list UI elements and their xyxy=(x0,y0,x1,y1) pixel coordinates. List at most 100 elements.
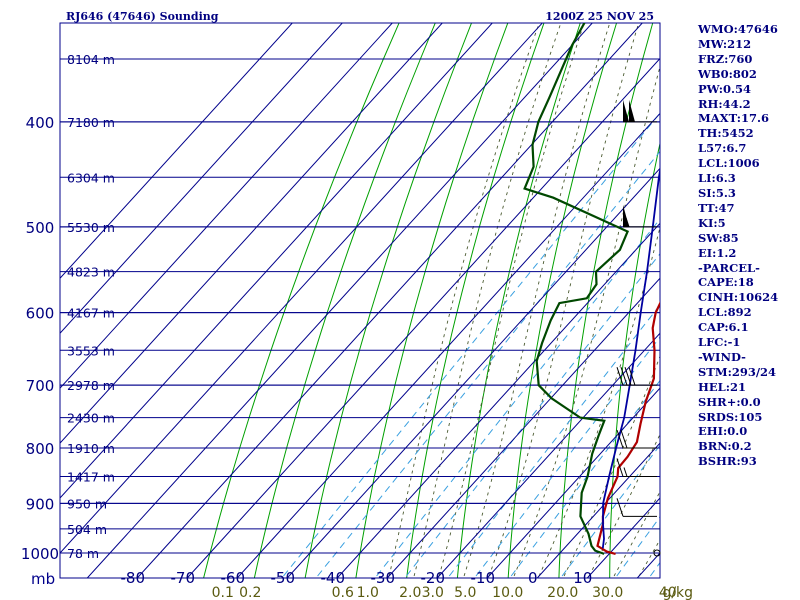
isotherm-line xyxy=(60,23,443,444)
temperature-label: -80 xyxy=(121,569,146,587)
height-label: 5530 m xyxy=(67,220,115,235)
barb-feather xyxy=(616,367,624,386)
index-item: CINH:10624 xyxy=(698,290,779,305)
index-item: WB0:802 xyxy=(698,66,757,81)
barb-half-feather xyxy=(623,467,628,477)
moist-adiabat-line xyxy=(463,23,611,577)
mixing-ratio-label: 5.0 xyxy=(454,585,476,600)
height-label: 4823 m xyxy=(67,265,115,280)
sounding-profiles xyxy=(523,23,660,555)
isotherm-line xyxy=(109,23,593,554)
wind-barb xyxy=(616,429,657,449)
index-item: RH:44.2 xyxy=(698,96,751,111)
pressure-label: 800 xyxy=(26,440,55,458)
pressure-label: 500 xyxy=(26,219,55,237)
index-item: LI:6.3 xyxy=(698,171,736,186)
index-item: BRN:0.2 xyxy=(698,439,752,454)
index-item: PW:0.54 xyxy=(698,81,752,96)
index-item: SI:5.3 xyxy=(698,185,736,200)
index-item: BSHR:93 xyxy=(698,454,757,469)
index-item: LCL:892 xyxy=(698,305,752,320)
wind-barb xyxy=(653,549,661,557)
mixing-ratio-label: g/kg xyxy=(662,585,693,600)
moist-adiabat-line xyxy=(438,23,585,577)
plot-frame xyxy=(59,22,661,579)
index-item: FRZ:760 xyxy=(698,51,753,66)
height-label: 78 m xyxy=(67,546,99,561)
mixing-ratio-label: 0.6 xyxy=(332,585,354,600)
temperature-label: -70 xyxy=(171,569,196,587)
isotherm-line xyxy=(60,23,493,499)
parcel-line xyxy=(601,165,660,549)
barb-pennant xyxy=(629,99,635,122)
barb-half-feather xyxy=(625,217,630,227)
index-item: L57:6.7 xyxy=(698,141,747,156)
isotherm-line xyxy=(209,57,660,554)
barb-feather xyxy=(620,367,628,386)
mixing-ratio-label: 30.0 xyxy=(592,585,623,600)
isotherm-line xyxy=(286,552,311,578)
isotherm-line xyxy=(309,167,660,554)
index-item: SRDS:105 xyxy=(698,409,763,424)
moist-adiabat-line xyxy=(563,355,660,577)
height-label: 1417 m xyxy=(67,470,115,485)
isotherm-line xyxy=(409,277,660,554)
mixing-ratio-labels: 0.1 0.2 0.6 1.0 2.0 3.0 5.0 10.0 20.0 30.0 40g/kg xyxy=(212,585,693,600)
temperature-label: 0 xyxy=(528,569,538,587)
indices-panel: WMO:47646 MW:212 FRZ:760 WB0:802 PW:0.54 RH:4… xyxy=(698,22,798,469)
height-label: 8104 m xyxy=(67,52,115,67)
height-label: 6304 m xyxy=(67,170,115,185)
mixing-ratio-label: 40 xyxy=(659,585,677,600)
temperature-axis-labels: -80 -70 -60 -50 -40 -30 -20 -10 0 10 xyxy=(121,569,593,587)
index-item: STM:293/24 xyxy=(698,364,777,379)
isotherm-line xyxy=(136,552,161,578)
height-label: 2430 m xyxy=(67,411,115,426)
pressure-label: 900 xyxy=(26,495,55,513)
index-item: SHR+:0.0 xyxy=(698,394,761,409)
isotherm-line xyxy=(86,552,111,578)
mixing-ratio-label: 0.1 xyxy=(212,585,234,600)
pressure-axis-labels: 1002003004005006007008009001000 xyxy=(21,114,59,563)
isotherm-line xyxy=(60,23,393,389)
isotherm-line xyxy=(359,222,660,554)
index-item: TH:5452 xyxy=(698,126,754,141)
index-item: KI:5 xyxy=(698,215,726,230)
index-item: LCL:1006 xyxy=(698,156,760,171)
index-item: MW:212 xyxy=(698,36,752,51)
moist-adiabat-line xyxy=(388,23,540,577)
wind-barb xyxy=(616,498,657,517)
temperature-label: -40 xyxy=(321,569,346,587)
isotherm-line xyxy=(586,552,611,578)
temperature-label: -20 xyxy=(421,569,446,587)
index-item: MAXT:17.6 xyxy=(698,111,769,126)
moist-adiabat-line xyxy=(588,433,660,577)
x-unit-label: mb xyxy=(31,570,55,588)
barb-feather xyxy=(616,458,624,477)
isotherm-line xyxy=(636,552,660,578)
index-item: WMO:47646 xyxy=(698,22,778,36)
barb-feather xyxy=(616,498,624,517)
mixing-ratio-label: 2.0 xyxy=(399,585,421,600)
isotherm-line xyxy=(159,23,643,554)
isotherm-line xyxy=(60,23,543,554)
station-title: RJ646 (47646) Sounding xyxy=(66,10,219,23)
temperature-label: -10 xyxy=(471,569,496,587)
isotherm-line xyxy=(386,552,411,578)
mixing-ratio-label: 0.2 xyxy=(239,585,261,600)
index-item: SW:85 xyxy=(698,230,739,245)
height-label: 2978 m xyxy=(67,378,115,393)
index-item: LFC:-1 xyxy=(698,335,741,350)
temperature-label: 10 xyxy=(573,569,592,587)
mixing-ratio-label: 3.0 xyxy=(422,585,444,600)
height-label: 1910 m xyxy=(67,441,115,456)
index-item: -WIND- xyxy=(698,349,746,364)
barb-feather xyxy=(620,429,628,449)
temperature-label: -60 xyxy=(221,569,246,587)
barb-pennant xyxy=(623,99,629,122)
height-label: 3553 m xyxy=(67,343,115,358)
index-item: TT:47 xyxy=(698,200,735,215)
valid-time: 1200Z 25 NOV 25 xyxy=(545,10,654,23)
wind-barb xyxy=(623,99,657,123)
isotherm-line xyxy=(236,552,261,578)
